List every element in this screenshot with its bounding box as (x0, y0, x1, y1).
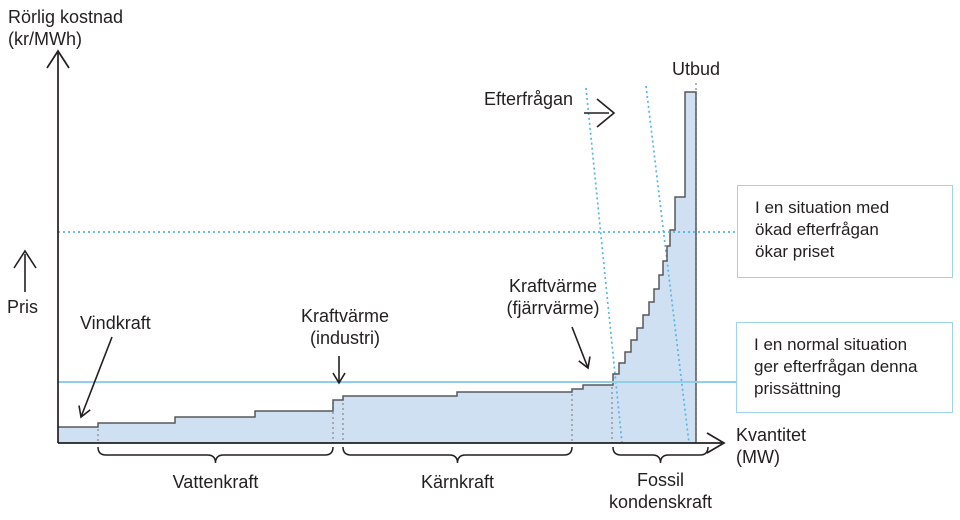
section-brace (612, 446, 709, 464)
price-label: Pris (7, 297, 38, 317)
kraftvarme-fjarrvarme-label-line1: Kraftvärme (509, 276, 597, 296)
kraftvarme-industri-label-line1: Kraftvärme (301, 306, 389, 326)
callout-line: prissättning (754, 379, 841, 398)
section-label: Kärnkraft (421, 472, 494, 492)
y-axis-title-line2: (kr/MWh) (8, 29, 82, 49)
callout-normal-demand: I en normal situation ger efterfrågan de… (736, 322, 953, 413)
callout-line: ökad efterfrågan (755, 220, 879, 239)
section-label: Fossil (637, 470, 684, 490)
kraftvarme-industri-label-line2: (industri) (310, 328, 380, 348)
utbud-label: Utbud (672, 59, 720, 79)
callout-increased-demand: I en situation med ökad efterfrågan ökar… (737, 185, 953, 278)
kraftvarme-fjarrvarme-arrow (571, 326, 591, 370)
efterfragan-label: Efterfrågan (484, 89, 573, 109)
section-brace (97, 446, 334, 464)
price-arrowhead-icon (13, 249, 37, 269)
y-axis-arrowhead-icon (46, 49, 70, 69)
callout-line: ger efterfrågan denna (754, 357, 918, 376)
x-axis-title-line1: Kvantitet (736, 425, 806, 445)
callout-line: ökar priset (755, 242, 835, 261)
supply-area (58, 92, 696, 443)
supply-curve (58, 91, 697, 443)
section-label: Vattenkraft (173, 472, 259, 492)
callout-line: I en normal situation (754, 335, 908, 354)
vindkraft-arrow (78, 336, 113, 419)
vindkraft-label: Vindkraft (80, 313, 151, 333)
y-axis-title-line1: Rörlig kostnad (8, 7, 123, 27)
callout-line: I en situation med (755, 198, 890, 217)
kraftvarme-fjarrvarme-label-line2: (fjärrvärme) (507, 298, 600, 318)
x-axis-title-line2: (MW) (736, 447, 780, 467)
section-label: kondenskraft (609, 492, 712, 512)
section-brace (342, 446, 573, 464)
x-axis-arrowhead-icon (706, 432, 726, 454)
demand-shift-arrowhead-icon (596, 98, 616, 128)
